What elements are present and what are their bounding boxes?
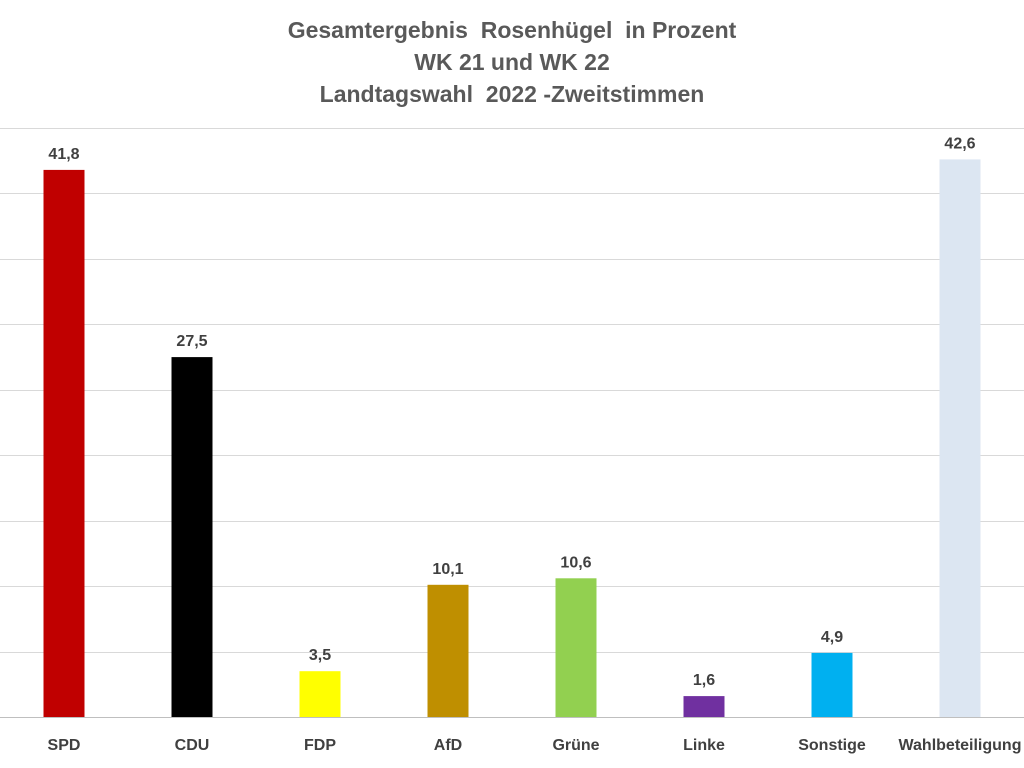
category-label-grüne: Grüne: [552, 737, 599, 754]
bar-fdp: [299, 671, 341, 717]
data-labels: 41,8 27,5 3,5 10,1 10,6 1,6 4,9 42,6: [48, 135, 975, 689]
bars: [43, 159, 981, 717]
data-label-afd: 10,1: [432, 561, 463, 578]
data-label-grüne: 10,6: [560, 554, 591, 571]
data-label-linke: 1,6: [693, 672, 715, 689]
chart-title-line-2: WK 21 und WK 22: [414, 49, 610, 75]
category-labels: SPD CDU FDP AfD Grüne Linke Sonstige Wahlbeteil…: [48, 737, 1022, 754]
data-label-cdu: 27,5: [176, 333, 207, 350]
data-label-wahlbeteiligung: 42,6: [944, 135, 975, 152]
category-label-linke: Linke: [683, 737, 725, 754]
category-label-afd: AfD: [434, 737, 462, 754]
category-label-spd: SPD: [48, 737, 81, 754]
bar-linke: [683, 696, 725, 717]
gridlines: [0, 128, 1024, 718]
category-label-fdp: FDP: [304, 737, 336, 754]
chart-title-line-1: Gesamtergebnis Rosenhügel in Prozent: [287, 17, 737, 43]
data-label-spd: 41,8: [48, 146, 79, 163]
bar-afd: [427, 584, 469, 717]
bar-spd: [43, 169, 85, 717]
category-label-sonstige: Sonstige: [798, 737, 866, 754]
category-label-wahlbeteiligung: Wahlbeteiligung: [899, 737, 1022, 754]
bar-wahlbeteiligung: [939, 159, 981, 717]
chart-title-line-3: Landtagswahl 2022 -Zweitstimmen: [319, 81, 705, 107]
bar-grüne: [555, 578, 597, 717]
chart-title: Gesamtergebnis Rosenhügel in Prozent WK …: [0, 14, 1024, 110]
data-label-fdp: 3,5: [309, 647, 331, 664]
category-label-cdu: CDU: [175, 737, 210, 754]
data-label-sonstige: 4,9: [821, 629, 843, 646]
bar-sonstige: [811, 652, 853, 717]
bar-cdu: [171, 357, 213, 717]
